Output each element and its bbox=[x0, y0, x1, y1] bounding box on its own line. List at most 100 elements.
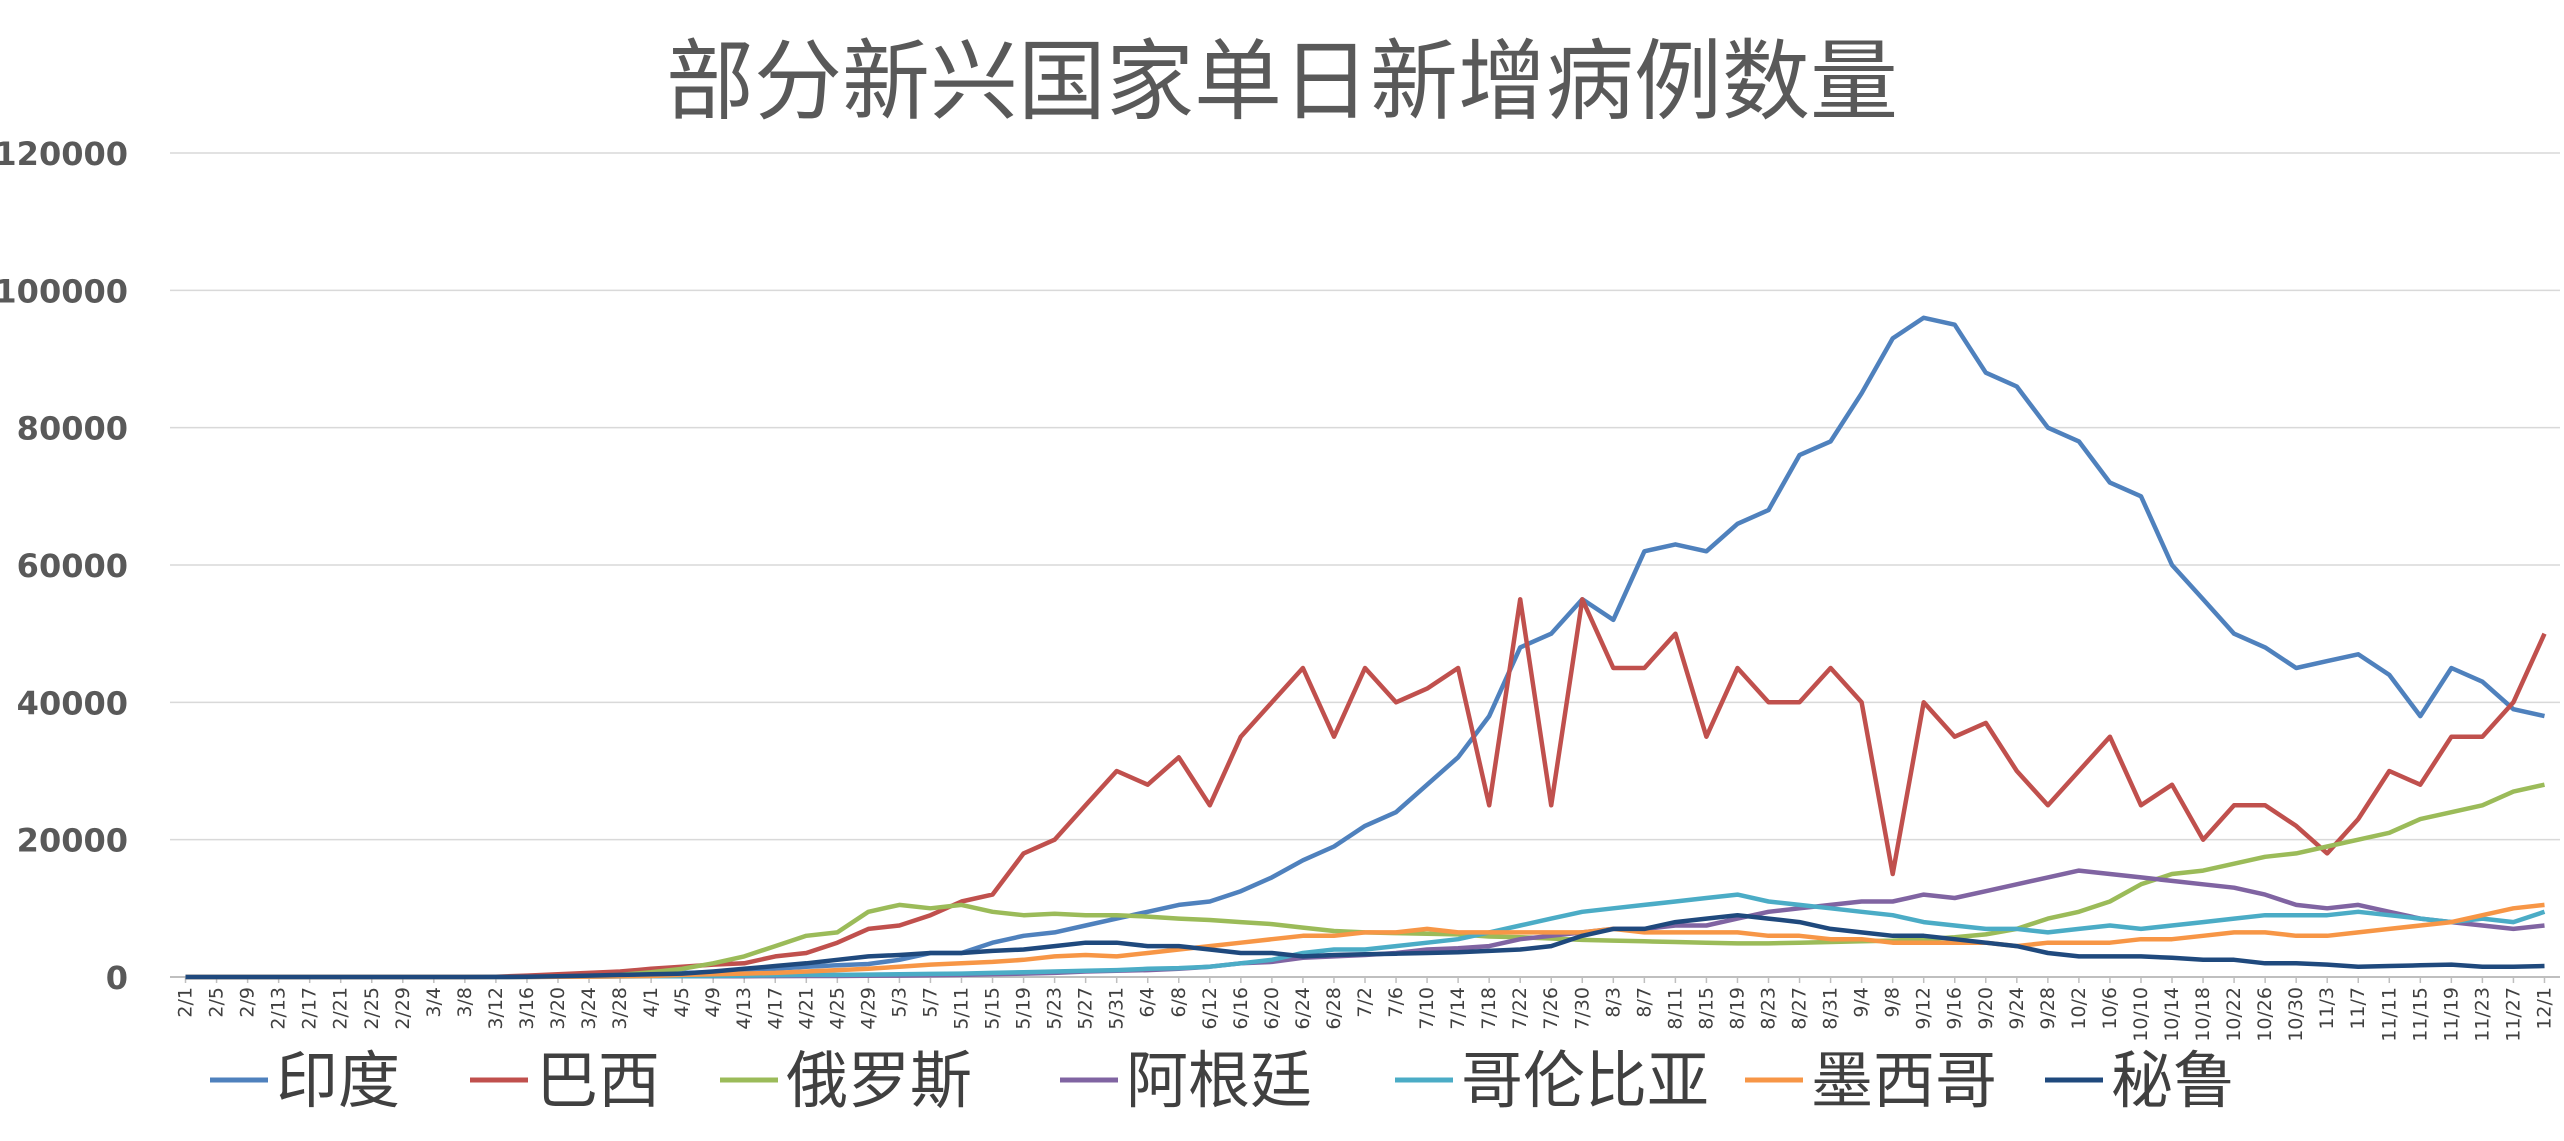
legend-item-1: 巴西 bbox=[470, 1044, 660, 1117]
x-tick-label: 10/14 bbox=[2161, 987, 2183, 1042]
x-tick-label: 11/19 bbox=[2440, 987, 2462, 1042]
x-tick-label: 2/29 bbox=[392, 987, 414, 1030]
x-tick-label: 2/1 bbox=[175, 987, 197, 1018]
x-tick-label: 2/9 bbox=[237, 987, 259, 1018]
x-tick-label: 10/18 bbox=[2192, 987, 2214, 1042]
x-tick-label: 9/16 bbox=[1944, 987, 1966, 1030]
x-tick-label: 6/28 bbox=[1323, 987, 1345, 1030]
x-tick-label: 2/13 bbox=[268, 987, 290, 1030]
legend-label: 印度 bbox=[276, 1044, 400, 1117]
x-tick-label: 4/1 bbox=[640, 987, 662, 1018]
x-tick-label: 10/10 bbox=[2130, 987, 2152, 1042]
x-axis-ticks: 2/1 2/5 2/9 2/13 2/17 2/21 2/25 2/29 3/4 3/8 3/12 3… bbox=[175, 977, 2555, 1042]
y-tick-label: 80000 bbox=[17, 410, 128, 448]
x-tick-label: 7/26 bbox=[1540, 987, 1562, 1030]
x-tick-label: 7/6 bbox=[1385, 987, 1407, 1018]
x-tick-label: 4/5 bbox=[671, 987, 693, 1018]
x-tick-label: 10/26 bbox=[2254, 987, 2276, 1042]
x-tick-label: 10/6 bbox=[2099, 987, 2121, 1030]
x-tick-label: 11/3 bbox=[2316, 987, 2338, 1030]
legend-label: 俄罗斯 bbox=[786, 1044, 972, 1117]
x-tick-label: 4/13 bbox=[733, 987, 755, 1030]
x-tick-label: 9/12 bbox=[1913, 987, 1935, 1030]
legend-item-2: 俄罗斯 bbox=[720, 1044, 972, 1117]
x-tick-label: 6/20 bbox=[1261, 987, 1283, 1030]
x-tick-label: 7/18 bbox=[1478, 987, 1500, 1030]
x-tick-label: 8/19 bbox=[1726, 987, 1748, 1030]
x-tick-label: 8/31 bbox=[1820, 987, 1842, 1030]
x-tick-label: 5/27 bbox=[1075, 987, 1097, 1030]
legend-label: 墨西哥 bbox=[1811, 1044, 1997, 1117]
x-tick-label: 12/1 bbox=[2533, 987, 2555, 1030]
x-tick-label: 5/19 bbox=[1013, 987, 1035, 1030]
x-tick-label: 11/11 bbox=[2378, 987, 2400, 1042]
x-tick-label: 10/22 bbox=[2223, 987, 2245, 1042]
x-tick-label: 8/15 bbox=[1695, 987, 1717, 1030]
y-axis-ticks: 0 20000 40000 60000 80000 100000 120000 bbox=[0, 135, 128, 997]
x-tick-label: 3/20 bbox=[547, 987, 569, 1030]
x-tick-label: 6/16 bbox=[1230, 987, 1252, 1030]
x-tick-label: 4/17 bbox=[764, 987, 786, 1030]
x-tick-label: 11/7 bbox=[2347, 987, 2369, 1030]
x-tick-label: 5/15 bbox=[982, 987, 1004, 1030]
x-tick-label: 7/10 bbox=[1416, 987, 1438, 1030]
x-tick-label: 8/23 bbox=[1758, 987, 1780, 1030]
x-tick-label: 7/14 bbox=[1447, 987, 1469, 1030]
x-tick-label: 10/30 bbox=[2285, 987, 2307, 1042]
x-tick-label: 4/25 bbox=[826, 987, 848, 1030]
x-tick-label: 4/21 bbox=[795, 987, 817, 1030]
series-line-1 bbox=[185, 597, 2547, 980]
x-tick-label: 7/30 bbox=[1571, 987, 1593, 1030]
legend-label: 阿根廷 bbox=[1126, 1044, 1312, 1117]
x-tick-label: 7/22 bbox=[1509, 987, 1531, 1030]
series-line-5 bbox=[185, 902, 2545, 980]
x-tick-label: 6/12 bbox=[1199, 987, 1221, 1030]
series-line-6 bbox=[185, 912, 2545, 980]
x-tick-label: 8/27 bbox=[1789, 987, 1811, 1030]
x-tick-label: 11/27 bbox=[2502, 987, 2524, 1042]
x-tick-label: 5/23 bbox=[1044, 987, 1066, 1030]
legend: 印度 巴西 俄罗斯 阿根廷 哥伦比亚 墨西哥 秘鲁 bbox=[210, 1044, 2235, 1117]
y-tick-label: 120000 bbox=[0, 135, 128, 173]
x-tick-label: 5/3 bbox=[888, 987, 910, 1018]
x-tick-label: 3/16 bbox=[516, 987, 538, 1030]
x-tick-label: 5/31 bbox=[1106, 987, 1128, 1030]
x-tick-label: 3/24 bbox=[578, 987, 600, 1030]
x-tick-label: 11/23 bbox=[2471, 987, 2493, 1042]
y-tick-label: 0 bbox=[106, 959, 128, 997]
x-tick-label: 6/8 bbox=[1168, 987, 1190, 1018]
legend-item-5: 墨西哥 bbox=[1745, 1044, 1997, 1117]
x-tick-label: 9/4 bbox=[1851, 987, 1873, 1018]
x-tick-label: 3/28 bbox=[609, 987, 631, 1030]
x-tick-label: 7/2 bbox=[1354, 987, 1376, 1018]
x-tick-label: 6/4 bbox=[1137, 987, 1159, 1018]
x-tick-label: 8/3 bbox=[1602, 987, 1624, 1018]
legend-label: 哥伦比亚 bbox=[1461, 1044, 1709, 1117]
x-tick-label: 10/2 bbox=[2068, 987, 2090, 1030]
x-tick-label: 2/17 bbox=[299, 987, 321, 1030]
series-lines bbox=[185, 315, 2547, 980]
x-tick-label: 2/21 bbox=[330, 987, 352, 1030]
x-tick-label: 3/8 bbox=[454, 987, 476, 1018]
y-tick-label: 20000 bbox=[17, 822, 128, 860]
x-tick-label: 9/8 bbox=[1882, 987, 1904, 1018]
legend-item-0: 印度 bbox=[210, 1044, 400, 1117]
x-tick-label: 6/24 bbox=[1292, 987, 1314, 1030]
x-tick-label: 5/7 bbox=[919, 987, 941, 1018]
x-tick-label: 3/12 bbox=[485, 987, 507, 1030]
x-tick-label: 4/29 bbox=[857, 987, 879, 1030]
legend-item-6: 秘鲁 bbox=[2045, 1044, 2235, 1117]
y-tick-label: 60000 bbox=[17, 547, 128, 585]
x-tick-label: 8/11 bbox=[1664, 987, 1686, 1030]
legend-item-4: 哥伦比亚 bbox=[1395, 1044, 1709, 1117]
y-tick-label: 40000 bbox=[17, 684, 128, 722]
x-tick-label: 4/9 bbox=[702, 987, 724, 1018]
x-tick-label: 2/25 bbox=[361, 987, 383, 1030]
x-tick-label: 9/24 bbox=[2006, 987, 2028, 1030]
x-tick-label: 5/11 bbox=[950, 987, 972, 1030]
y-tick-label: 100000 bbox=[0, 272, 128, 310]
x-tick-label: 9/28 bbox=[2037, 987, 2059, 1030]
chart-title: 部分新兴国家单日新增病例数量 bbox=[666, 30, 1898, 133]
